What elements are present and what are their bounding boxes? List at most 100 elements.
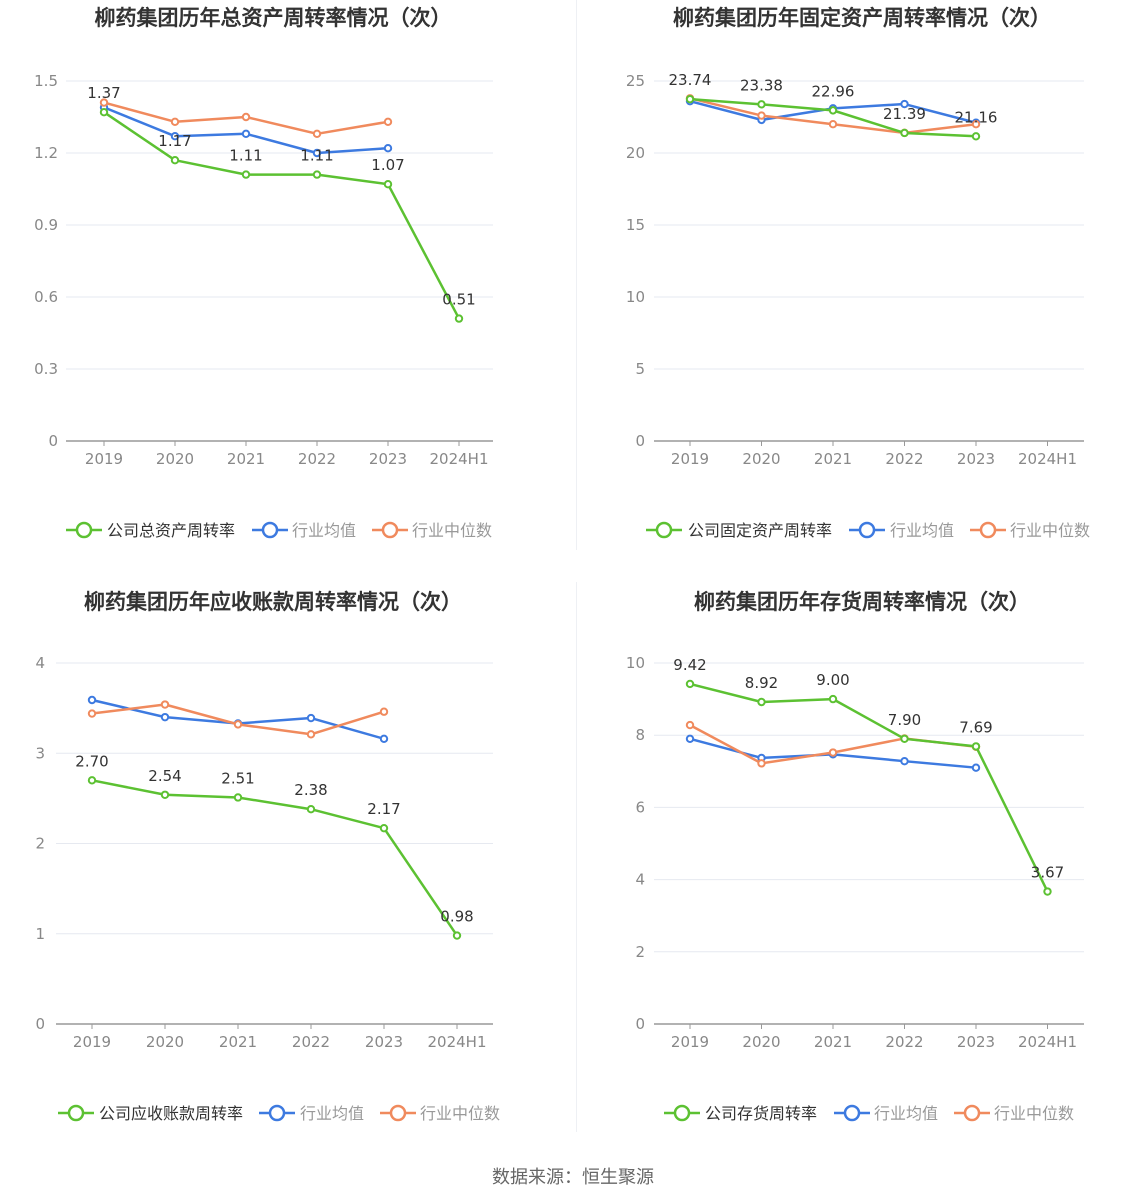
x-tick-label: 2023 xyxy=(957,450,995,468)
data-point-company xyxy=(160,790,170,799)
data-label: 9.00 xyxy=(816,671,849,689)
legend-label: 行业中位数 xyxy=(1010,521,1090,540)
data-point-median xyxy=(757,111,766,120)
chart-panel-4: 柳药集团历年存货周转率情况（次） 0 2 4 6 8 10 2019 2020 2021 2022 2… xyxy=(626,590,1084,1123)
data-label: 2.38 xyxy=(294,781,327,799)
x-tick-label: 2023 xyxy=(365,1033,403,1051)
data-point-company xyxy=(383,180,393,189)
data-point-median xyxy=(160,700,170,709)
y-tick-label: 3 xyxy=(35,744,45,762)
legend-marker-company xyxy=(673,1104,691,1122)
data-point-avg xyxy=(379,734,389,744)
legend-marker-avg xyxy=(843,1104,861,1122)
data-point-median xyxy=(757,759,766,768)
chart-title: 柳药集团历年存货周转率情况（次） xyxy=(694,590,1030,614)
y-tick-label: 8 xyxy=(635,726,645,744)
data-point-company xyxy=(685,679,695,689)
legend-label: 公司总资产周转率 xyxy=(107,521,235,540)
y-tick-label: 10 xyxy=(626,288,645,306)
data-point-company xyxy=(454,314,464,323)
data-point-company xyxy=(170,156,180,165)
data-point-avg xyxy=(971,763,981,772)
legend-marker-company xyxy=(67,1104,85,1122)
x-tick-label: 2022 xyxy=(298,450,336,468)
legend-marker-median xyxy=(389,1104,407,1122)
data-point-avg xyxy=(900,756,909,766)
data-point-median xyxy=(87,709,97,718)
data-point-median xyxy=(306,730,316,739)
y-tick-label: 0 xyxy=(35,1015,45,1033)
data-point-median xyxy=(828,748,838,757)
legend-marker-median xyxy=(963,1104,981,1122)
legend-label: 公司存货周转率 xyxy=(705,1104,817,1123)
data-point-avg xyxy=(306,713,316,723)
legend-marker-avg xyxy=(858,521,876,539)
data-point-company xyxy=(685,94,695,104)
data-point-company xyxy=(99,108,109,117)
x-tick-label: 2020 xyxy=(742,450,780,468)
data-point-avg xyxy=(383,144,393,153)
x-tick-label: 2019 xyxy=(671,1033,709,1051)
x-tick-label: 2021 xyxy=(219,1033,257,1051)
data-point-company xyxy=(828,694,838,704)
y-tick-label: 1.2 xyxy=(34,144,58,162)
x-tick-label: 2019 xyxy=(73,1033,111,1051)
series-line-company xyxy=(689,682,1049,893)
data-point-company xyxy=(900,734,909,744)
legend-marker-avg xyxy=(261,521,279,539)
data-point-avg xyxy=(87,695,97,705)
y-tick-label: 20 xyxy=(626,144,645,162)
data-label: 1.11 xyxy=(229,147,262,165)
source-note: 数据来源：恒生聚源 xyxy=(492,1167,654,1188)
x-tick-label: 2022 xyxy=(292,1033,330,1051)
data-point-avg xyxy=(685,734,695,744)
chart-panel-3: 柳药集团历年应收账款周转率情况（次） 0 1 2 3 4 2019 2020 2021 2022 2… xyxy=(35,590,500,1123)
data-point-company xyxy=(971,132,981,141)
legend-label: 行业均值 xyxy=(292,521,356,540)
x-tick-label: 2024H1 xyxy=(1018,1033,1077,1051)
data-point-median xyxy=(383,117,393,127)
legend-marker-company xyxy=(655,521,673,539)
x-tick-label: 2024H1 xyxy=(428,1033,487,1051)
x-tick-label: 2020 xyxy=(156,450,194,468)
y-tick-label: 0.9 xyxy=(34,216,58,234)
y-tick-label: 2 xyxy=(35,835,45,853)
chart-panel-2: 柳药集团历年固定资产周转率情况（次） 0 5 10 15 20 25 2019 2020 2021… xyxy=(626,6,1090,540)
y-tick-label: 0 xyxy=(635,1015,645,1033)
data-label: 9.42 xyxy=(673,656,706,674)
y-tick-label: 15 xyxy=(626,216,645,234)
data-point-median xyxy=(241,112,251,122)
data-point-median xyxy=(685,720,695,730)
x-tick-label: 2019 xyxy=(671,450,709,468)
data-label: 23.74 xyxy=(669,71,712,89)
chart-title: 柳药集团历年总资产周转率情况（次） xyxy=(95,6,452,30)
data-label: 21.39 xyxy=(883,105,926,123)
data-point-avg xyxy=(900,99,909,109)
y-tick-label: 6 xyxy=(635,798,645,816)
vertical-divider-lower xyxy=(576,582,577,1132)
legend-marker-median xyxy=(979,521,997,539)
x-tick-label: 2020 xyxy=(742,1033,780,1051)
legend-marker-median xyxy=(381,521,399,539)
legend-marker-avg xyxy=(268,1104,286,1122)
legend-label: 行业均值 xyxy=(890,521,954,540)
y-tick-label: 0.3 xyxy=(34,360,58,378)
data-point-company xyxy=(379,823,389,833)
data-point-median xyxy=(971,120,981,129)
data-point-company xyxy=(757,697,766,707)
x-tick-label: 2023 xyxy=(369,450,407,468)
legend-label: 行业均值 xyxy=(300,1104,364,1123)
legend-marker-company xyxy=(75,521,93,539)
data-point-company xyxy=(306,805,316,814)
y-tick-label: 0.6 xyxy=(34,288,58,306)
chart-panel-1: 柳药集团历年总资产周转率情况（次） 0 0.3 0.6 0.9 1.2 1.5 2019 202… xyxy=(34,6,493,540)
data-label: 0.98 xyxy=(440,908,473,926)
chart-title: 柳药集团历年固定资产周转率情况（次） xyxy=(673,6,1051,30)
data-point-median xyxy=(170,117,180,127)
data-label: 1.07 xyxy=(371,156,404,174)
data-label: 7.90 xyxy=(888,711,921,729)
x-tick-label: 2021 xyxy=(227,450,265,468)
x-tick-label: 2023 xyxy=(957,1033,995,1051)
data-label: 1.11 xyxy=(300,147,333,165)
